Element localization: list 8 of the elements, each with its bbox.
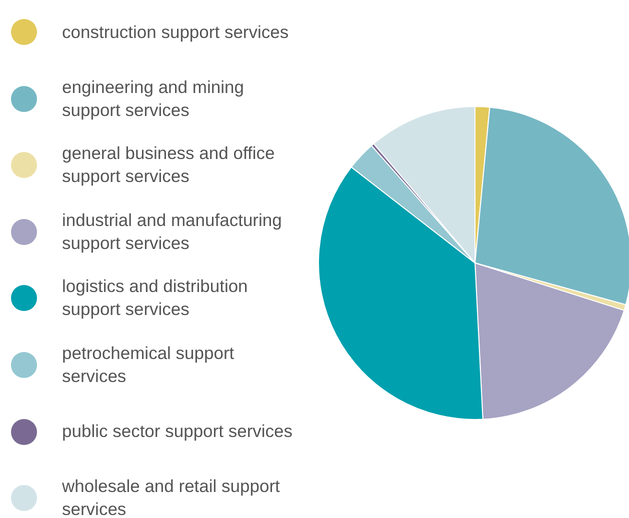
- legend-label: industrial and manufacturing support services: [62, 208, 283, 255]
- legend-label: logistics and distribution support services: [62, 275, 249, 322]
- legend-label: petrochemical support services: [62, 342, 236, 388]
- legend-label: engineering and mining support services: [62, 76, 245, 122]
- legend-label: public sector support services: [62, 420, 294, 444]
- legend-label: wholesale and retail support services: [62, 475, 281, 518]
- legend-label: construction support services: [62, 20, 290, 44]
- legend-label: general business and office support services: [62, 142, 276, 188]
